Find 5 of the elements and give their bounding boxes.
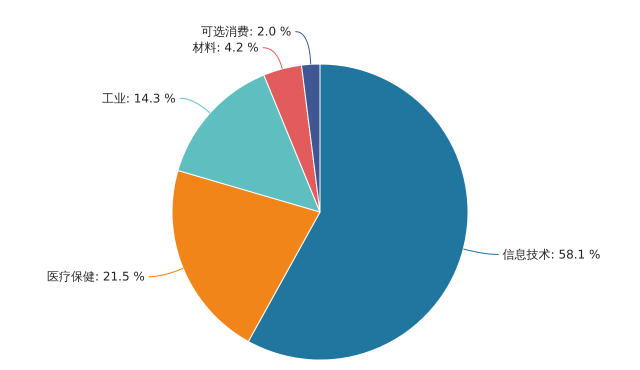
slice-label: 材料: 4.2 %: [192, 40, 259, 55]
slice-label: 信息技术: 58.1 %: [502, 247, 600, 262]
slice-label: 可选消费: 2.0 %: [201, 24, 292, 39]
slice-label: 工业: 14.3 %: [102, 91, 176, 106]
slice-label: 医疗保健: 21.5 %: [47, 270, 145, 284]
